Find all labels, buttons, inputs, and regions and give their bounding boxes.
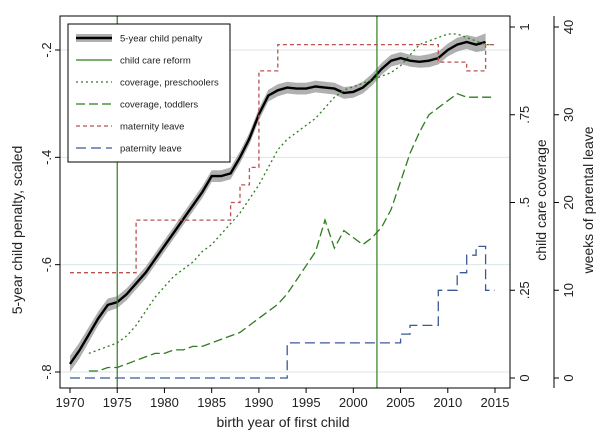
y-right1-tick-label: .75 bbox=[517, 106, 532, 124]
y-left-tick-label: -.6 bbox=[39, 257, 54, 272]
x-tick-label: 2015 bbox=[481, 395, 510, 410]
axes bbox=[55, 15, 559, 393]
series-line-coverage-toddlers bbox=[88, 92, 495, 372]
y-right2-tick-label: 20 bbox=[561, 195, 576, 209]
legend-label: paternity leave bbox=[120, 144, 182, 155]
y-axis-right1-title: child care coverage bbox=[533, 139, 549, 261]
legend-label: maternity leave bbox=[120, 122, 184, 133]
y-left-tick-label: -.4 bbox=[39, 150, 54, 165]
legend-label: child care reform bbox=[120, 56, 191, 67]
legend-label: coverage, preschoolers bbox=[120, 78, 219, 89]
legend-box bbox=[67, 23, 231, 163]
x-tick-label: 1990 bbox=[244, 395, 273, 410]
y-right1-tick-label: 0 bbox=[517, 374, 532, 381]
y-right2-tick-label: 40 bbox=[561, 20, 576, 34]
y-left-tick-label: -.2 bbox=[39, 42, 54, 57]
y-right2-tick-label: 10 bbox=[561, 283, 576, 297]
x-tick-label: 2005 bbox=[386, 395, 415, 410]
x-tick-label: 1995 bbox=[292, 395, 321, 410]
x-tick-label: 2000 bbox=[339, 395, 368, 410]
legend: 5-year child penalty child care reform cov… bbox=[67, 23, 231, 163]
x-tick-label: 1980 bbox=[150, 395, 179, 410]
x-tick-label: 1970 bbox=[56, 395, 85, 410]
y-right1-tick-label: .25 bbox=[517, 281, 532, 299]
x-tick-label: 2010 bbox=[433, 395, 462, 410]
legend-label: 5-year child penalty bbox=[120, 34, 203, 45]
x-tick-label: 1985 bbox=[197, 395, 226, 410]
y-axis-left-title: 5-year child penalty, scaled bbox=[9, 146, 25, 315]
x-tick-label: 1975 bbox=[103, 395, 132, 410]
x-axis-title: birth year of first child bbox=[216, 414, 349, 430]
y-left-tick-label: -.8 bbox=[39, 364, 54, 379]
legend-label: coverage, toddlers bbox=[120, 100, 198, 111]
y-axis-right2-title: weeks of parental leave bbox=[580, 126, 596, 274]
series-line-paternity-leave bbox=[70, 245, 495, 379]
y-right1-tick-label: .5 bbox=[517, 197, 532, 208]
tick-labels: 1970 1975 1980 1985 1990 1995 2000 2005 2010 2015… bbox=[39, 20, 576, 410]
y-right2-tick-label: 0 bbox=[561, 374, 576, 381]
y-right1-tick-label: 1 bbox=[517, 23, 532, 30]
series-line-maternity-leave bbox=[70, 43, 495, 274]
series-line-5-year-child-penalty bbox=[69, 40, 486, 365]
y-right2-tick-label: 30 bbox=[561, 108, 576, 122]
plot-area bbox=[69, 16, 495, 388]
